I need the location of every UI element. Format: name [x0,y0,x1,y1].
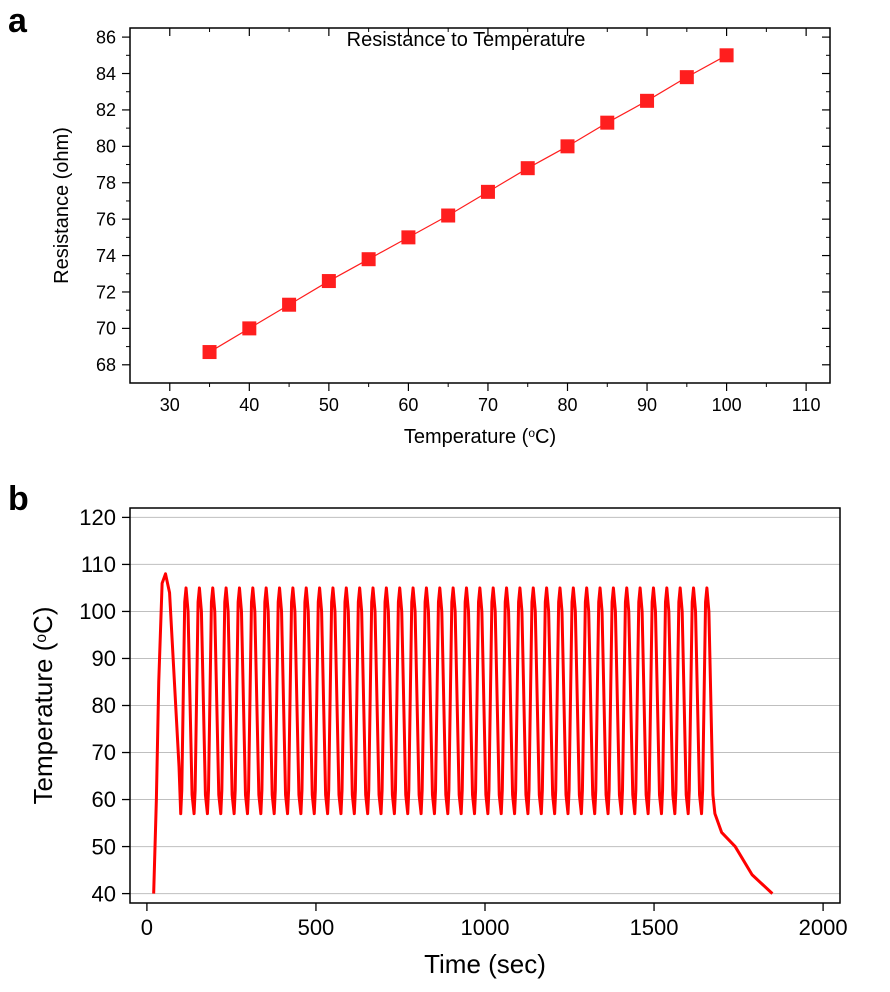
data-marker [401,230,415,244]
y-tick-label: 72 [96,282,116,302]
x-tick-label: 0 [141,915,153,940]
data-marker [282,298,296,312]
chart-a: 30 40 50 60 70 80 90 100 110 68 70 72 74 76 78 80 82 84 86… [0,0,890,478]
chart-title: Resistance to Temperature [347,29,586,51]
y-tick-label: 78 [96,173,116,193]
x-tick-label: 70 [478,395,498,415]
data-marker [720,48,734,62]
y-tick-label: 70 [96,319,116,339]
data-marker [640,94,654,108]
x-tick-label: 110 [792,395,821,415]
x-tick-label: 500 [298,915,335,940]
y-tick-label: 68 [96,355,116,375]
data-marker [600,116,614,130]
x-tick-label: 1000 [461,915,510,940]
y-tick-label: 70 [92,740,116,765]
y-tick-label: 86 [96,27,116,47]
panel-a-label: a [8,2,27,41]
y-tick-label: 50 [92,834,116,859]
data-marker [242,321,256,335]
x-tick-label: 50 [319,395,339,415]
y-tick-label: 40 [92,881,116,906]
y-tick-label: 76 [96,209,116,229]
data-marker [322,274,336,288]
chart-b: 0 500 1000 1500 2000 40 50 60 70 80 90 100 110 120 Tim… [0,478,890,987]
y-tick-label: 120 [79,505,116,530]
data-marker [441,209,455,223]
y-tick-label: 100 [79,599,116,624]
x-axis-label: Time (sec) [424,949,546,979]
y-axis-label: Temperature (oC) [28,607,58,805]
y-tick-label: 80 [96,137,116,157]
panel-b: b 0 500 1000 1500 2000 40 50 60 70 80 90 100 110 120 T… [0,478,890,987]
y-tick-label: 82 [96,100,116,120]
y-tick-label: 80 [92,693,116,718]
data-marker [680,70,694,84]
data-marker [203,345,217,359]
data-marker [481,185,495,199]
data-marker [362,252,376,266]
y-axis-label: Resistance (ohm) [51,127,73,284]
x-tick-label: 80 [557,395,577,415]
y-tick-label: 84 [96,64,116,84]
x-tick-label: 90 [637,395,657,415]
figure-container: a 30 40 50 60 70 80 90 100 110 68 70 72 74 76 78 80 82 84… [0,0,890,987]
y-tick-label: 90 [92,646,116,671]
x-tick-label: 30 [160,395,180,415]
x-axis-label: Temperature (oC) [404,426,556,448]
panel-b-label: b [8,480,29,519]
data-marker [521,161,535,175]
y-tick-label: 110 [81,552,116,577]
x-tick-label: 1500 [630,915,679,940]
y-tick-label: 60 [92,787,116,812]
x-tick-label: 2000 [799,915,848,940]
x-tick-label: 40 [239,395,259,415]
panel-a: a 30 40 50 60 70 80 90 100 110 68 70 72 74 76 78 80 82 84… [0,0,890,478]
x-tick-label: 60 [398,395,418,415]
data-marker [561,139,575,153]
x-tick-label: 100 [712,395,742,415]
y-tick-label: 74 [96,246,116,266]
